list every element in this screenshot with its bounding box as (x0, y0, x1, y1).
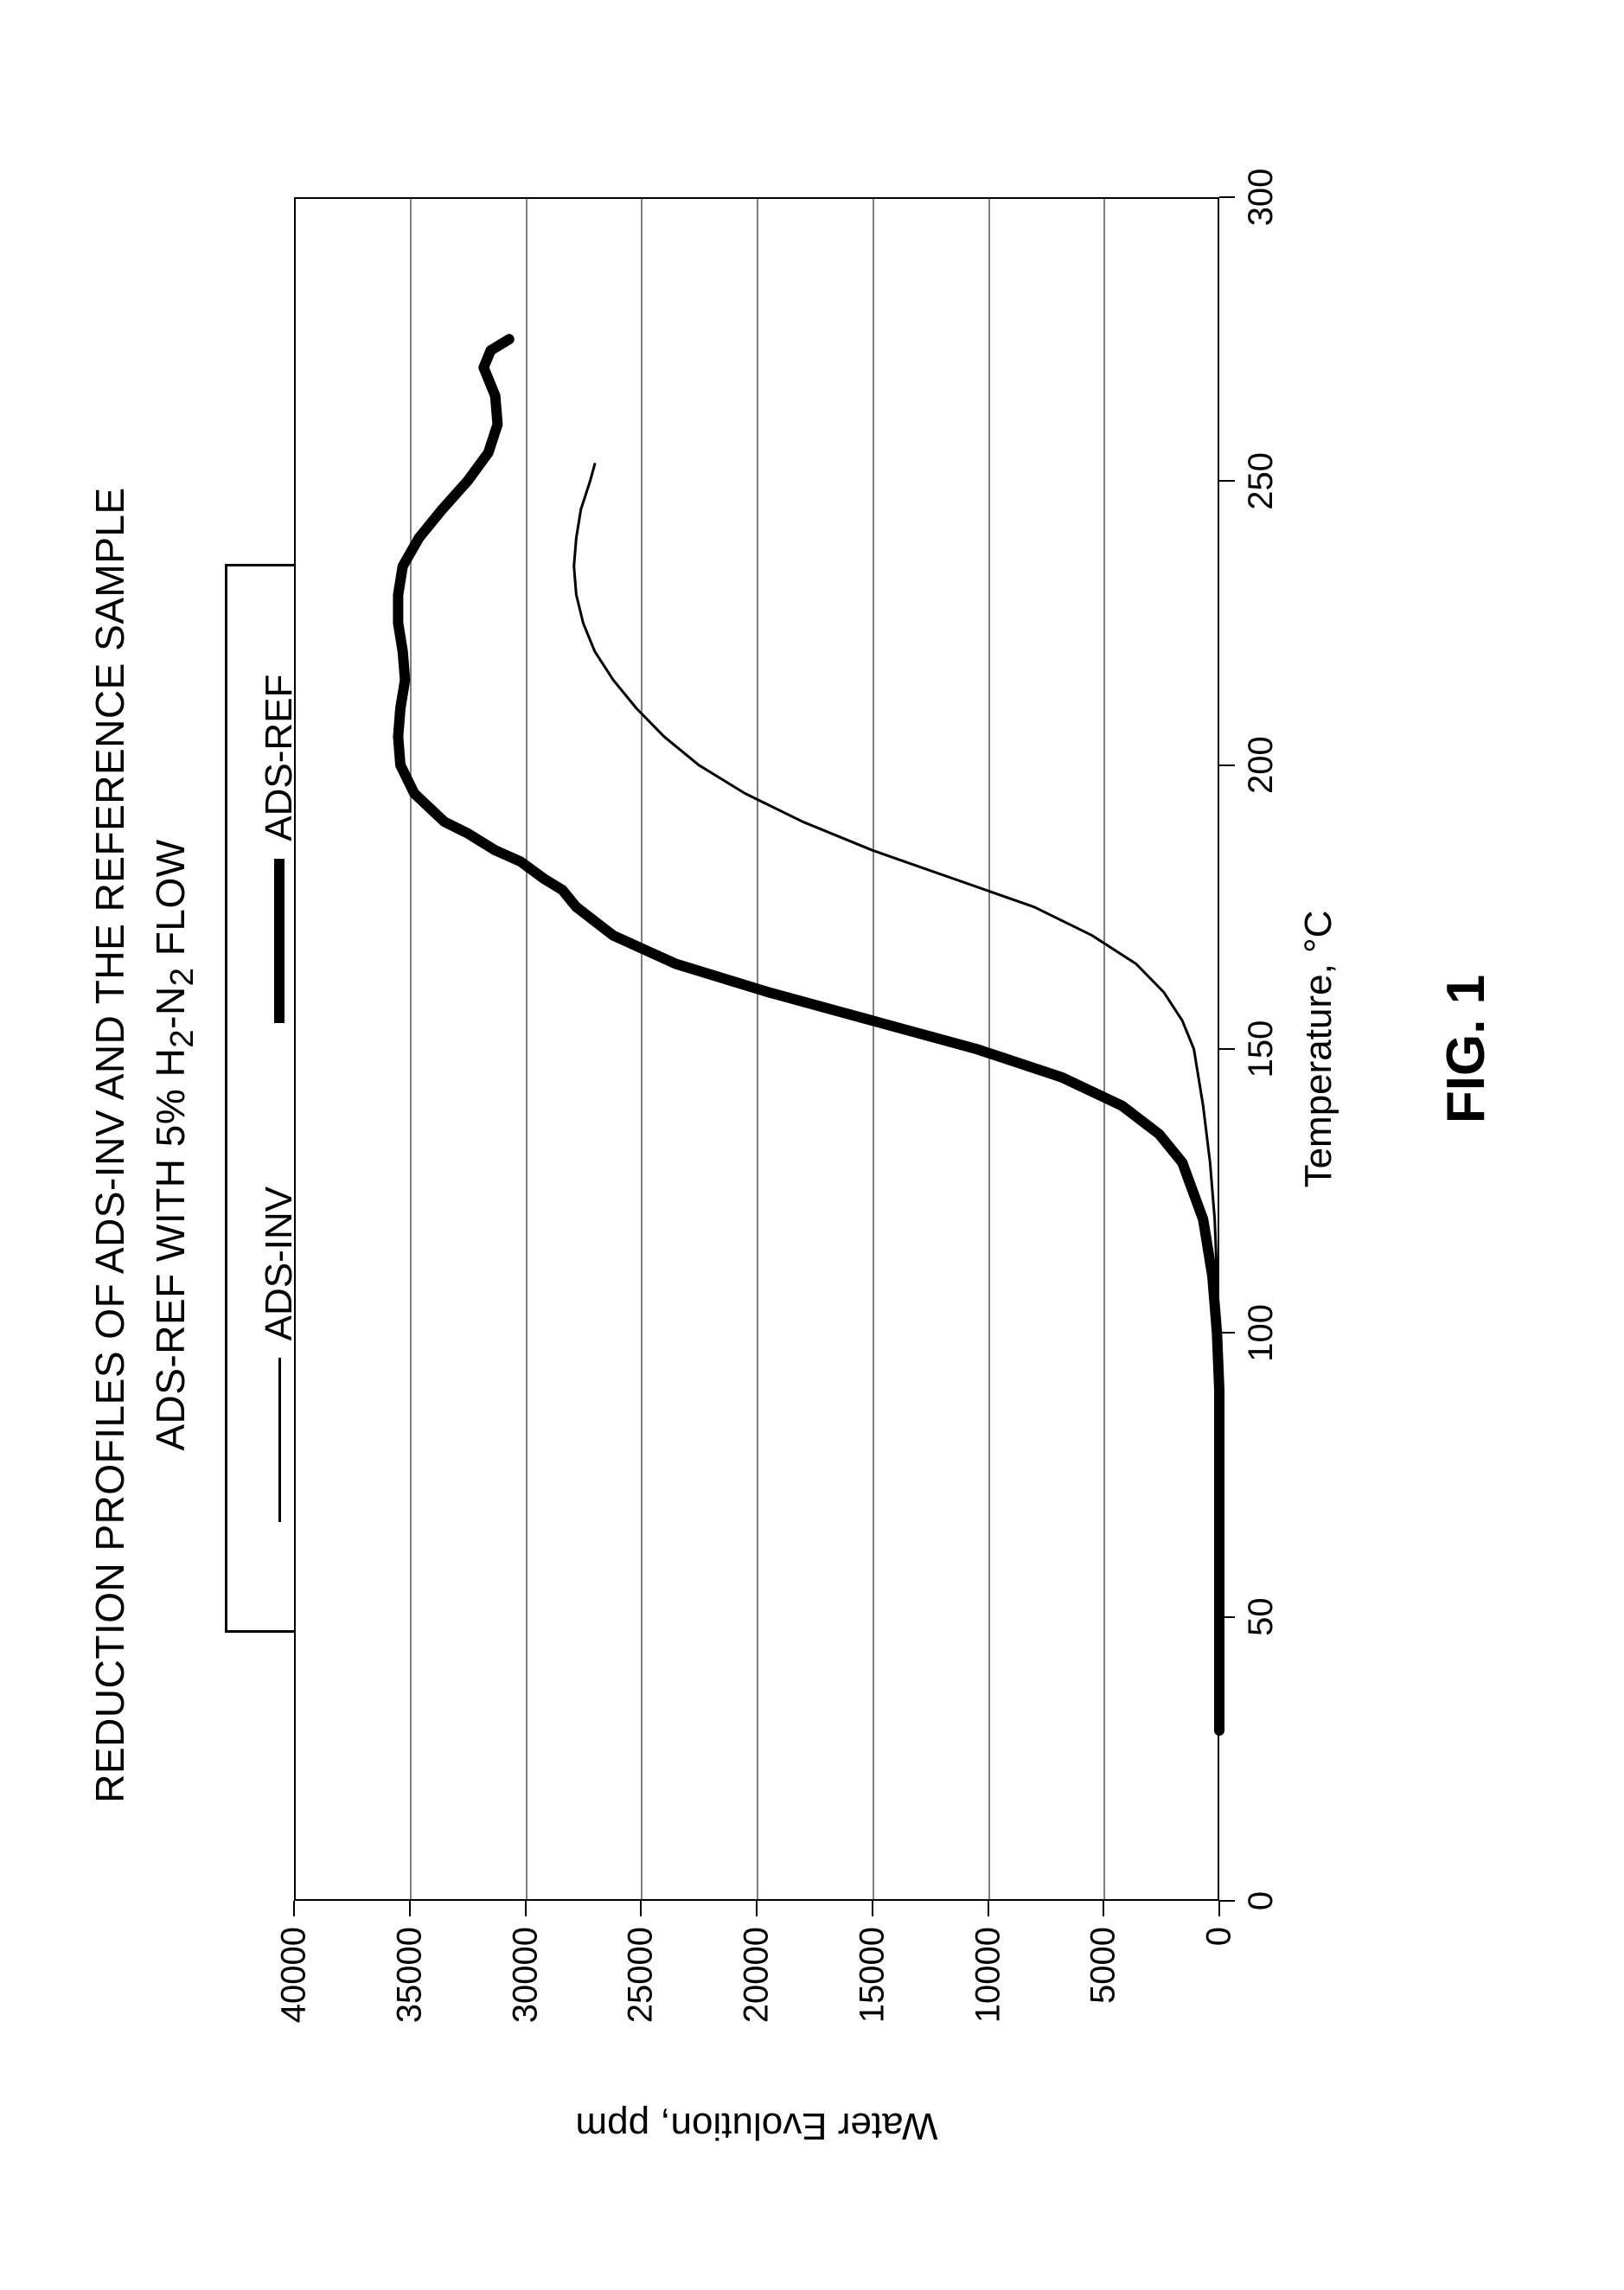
y-tick-label: 40000 (275, 1927, 314, 2023)
y-tick-mark (756, 1901, 758, 1916)
y-tick-label: 20000 (738, 1927, 777, 2023)
y-tick-mark (1103, 1901, 1104, 1916)
figure-caption: FIG. 1 (1435, 975, 1497, 1123)
y-tick-label: 15000 (853, 1927, 892, 2023)
y-tick-label: 5000 (1084, 1927, 1123, 2004)
series-ads-inv (574, 464, 1219, 1730)
y-tick-mark (409, 1901, 411, 1916)
chart-title-line-2: ADS-REF WITH 5% H2-N2 FLOW (147, 0, 201, 2290)
y-axis-label: Water Evolution, ppm (576, 2104, 938, 2147)
x-tick-label: 300 (1242, 169, 1281, 227)
x-tick-label: 250 (1242, 452, 1281, 510)
x-tick-label: 50 (1242, 1597, 1281, 1636)
x-tick-label: 100 (1242, 1304, 1281, 1362)
y-tick-label: 10000 (969, 1927, 1007, 2023)
y-tick-mark (525, 1901, 527, 1916)
x-tick-mark (1219, 1900, 1235, 1902)
y-tick-label: 25000 (622, 1927, 661, 2023)
y-tick-mark (988, 1901, 989, 1916)
x-tick-mark (1219, 1332, 1235, 1334)
legend-swatch (278, 1358, 281, 1522)
x-tick-mark (1219, 196, 1235, 198)
y-tick-label: 0 (1200, 1927, 1239, 1946)
y-tick-label: 30000 (506, 1927, 545, 2023)
plot-area (294, 197, 1219, 1901)
legend-swatch (274, 859, 285, 1023)
y-tick-mark (1218, 1901, 1220, 1916)
x-tick-label: 150 (1242, 1020, 1281, 1078)
series-layer (294, 197, 1219, 1901)
x-tick-label: 200 (1242, 736, 1281, 794)
y-tick-mark (872, 1901, 873, 1916)
y-tick-mark (293, 1901, 295, 1916)
y-tick-mark (640, 1901, 642, 1916)
y-tick-label: 35000 (390, 1927, 429, 2023)
x-tick-mark (1219, 480, 1235, 482)
x-tick-mark (1219, 1616, 1235, 1618)
x-tick-label: 0 (1242, 1891, 1281, 1910)
series-ads-ref (398, 339, 1219, 1730)
x-tick-mark (1219, 1048, 1235, 1050)
x-axis-label: Temperature, °C (1297, 911, 1340, 1188)
chart-title-line-1: REDUCTION PROFILES OF ADS-INV AND THE RE… (86, 0, 133, 2290)
x-tick-mark (1219, 764, 1235, 766)
